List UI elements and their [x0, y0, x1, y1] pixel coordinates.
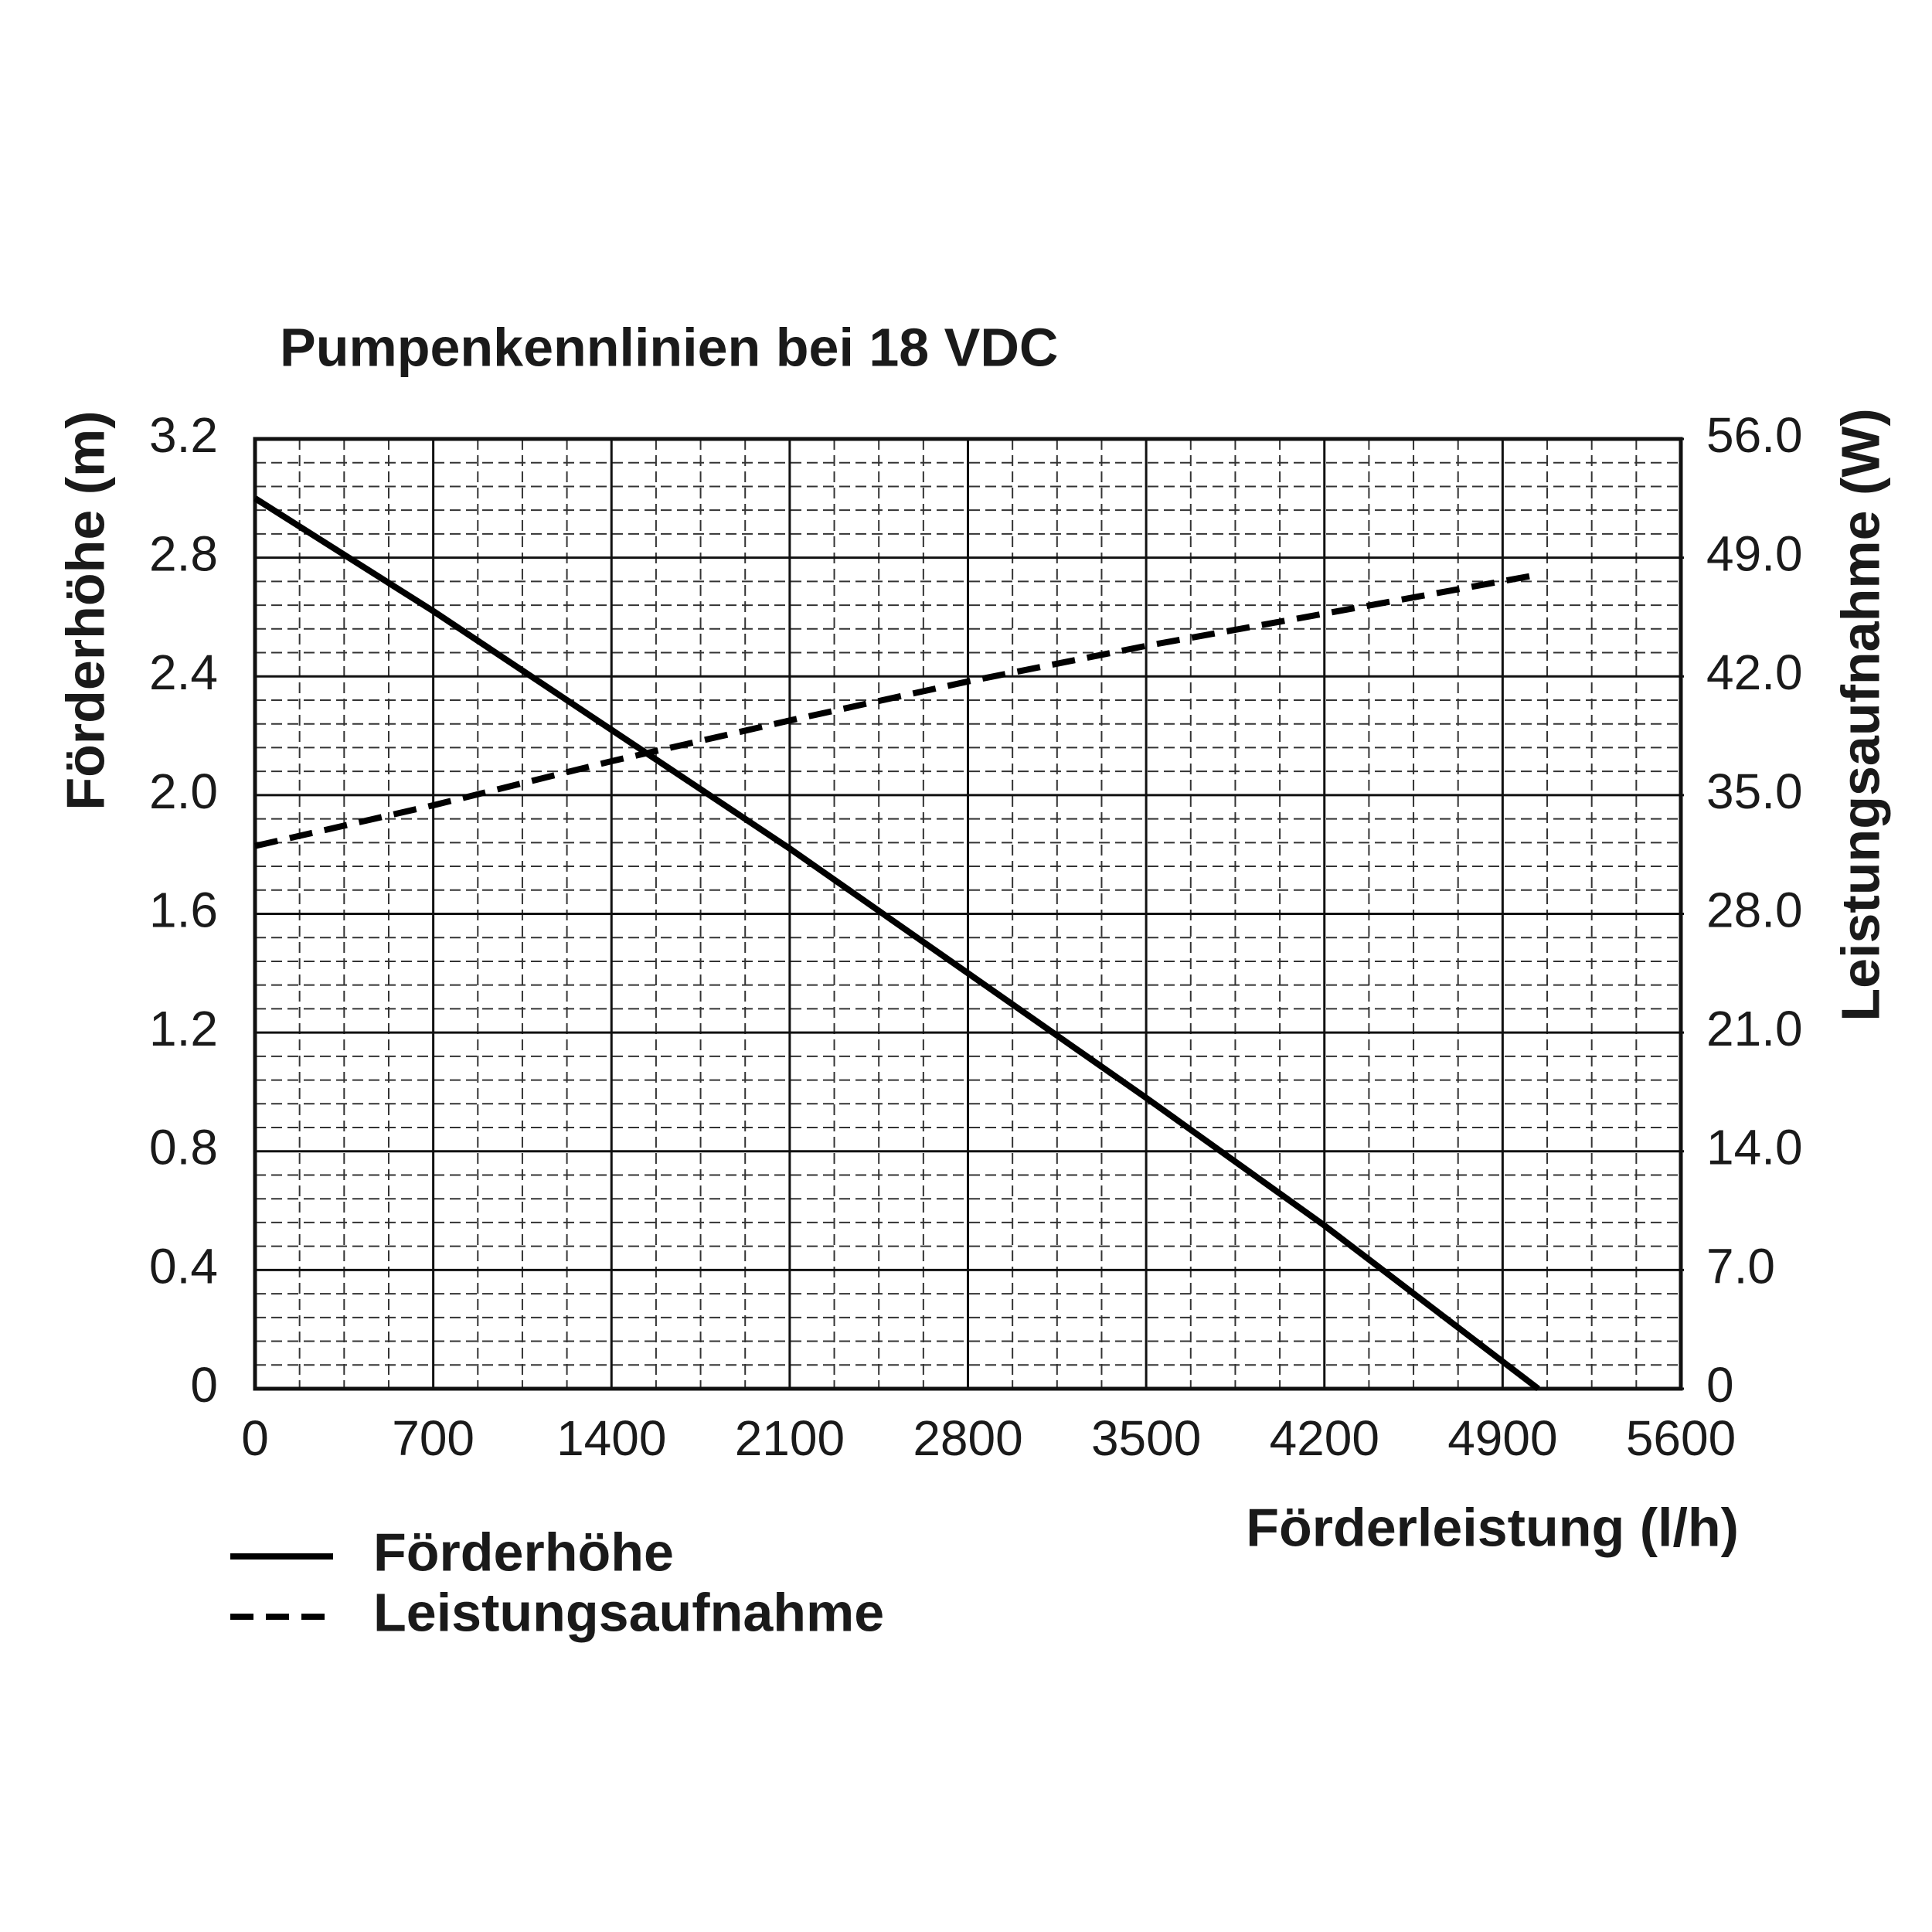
y2-tick-label: 21.0 — [1706, 1001, 1803, 1056]
y2-axis-title: Leistungsaufnahme (W) — [1830, 408, 1890, 1021]
y-tick-label: 1.2 — [149, 1001, 218, 1056]
y2-tick-label: 14.0 — [1706, 1120, 1803, 1175]
y-tick-label: 2.4 — [149, 645, 218, 700]
y2-tick-label: 7.0 — [1706, 1238, 1775, 1294]
y-tick-label: 1.6 — [149, 882, 218, 937]
legend-label: Leistungsaufnahme — [373, 1582, 884, 1642]
x-tick-label: 700 — [392, 1410, 474, 1466]
y2-tick-label: 49.0 — [1706, 526, 1803, 582]
series-line — [253, 495, 1540, 1392]
series-line — [254, 571, 1539, 849]
x-tick-label: 3500 — [1091, 1410, 1201, 1466]
y-tick-label: 2.8 — [149, 526, 218, 582]
x-tick-label: 5600 — [1626, 1410, 1736, 1466]
chart-title: Pumpenkennlinien bei 18 VDC — [280, 317, 1058, 377]
y2-tick-label: 0 — [1706, 1357, 1734, 1413]
y-tick-label: 0 — [190, 1357, 218, 1413]
legend-label: Förderhöhe — [373, 1522, 674, 1582]
y-tick-label: 0.8 — [149, 1120, 218, 1175]
y-tick-label: 2.0 — [149, 764, 218, 819]
y2-tick-label: 42.0 — [1706, 645, 1803, 700]
y2-tick-label: 56.0 — [1706, 407, 1803, 463]
x-tick-label: 4200 — [1270, 1410, 1379, 1466]
y-tick-label: 0.4 — [149, 1238, 218, 1294]
x-tick-label: 2800 — [913, 1410, 1022, 1466]
y2-tick-label: 28.0 — [1706, 882, 1803, 937]
y-axis-title: Förderhöhe (m) — [55, 410, 115, 810]
x-tick-label: 1400 — [556, 1410, 666, 1466]
x-tick-label: 0 — [241, 1410, 269, 1466]
y2-tick-label: 35.0 — [1706, 764, 1803, 819]
x-axis-title: Förderleistung (l/h) — [1246, 1497, 1739, 1557]
x-tick-label: 4900 — [1447, 1410, 1557, 1466]
x-tick-label: 2100 — [735, 1410, 845, 1466]
plot-frame — [253, 437, 1683, 1391]
y-tick-label: 3.2 — [149, 407, 218, 463]
